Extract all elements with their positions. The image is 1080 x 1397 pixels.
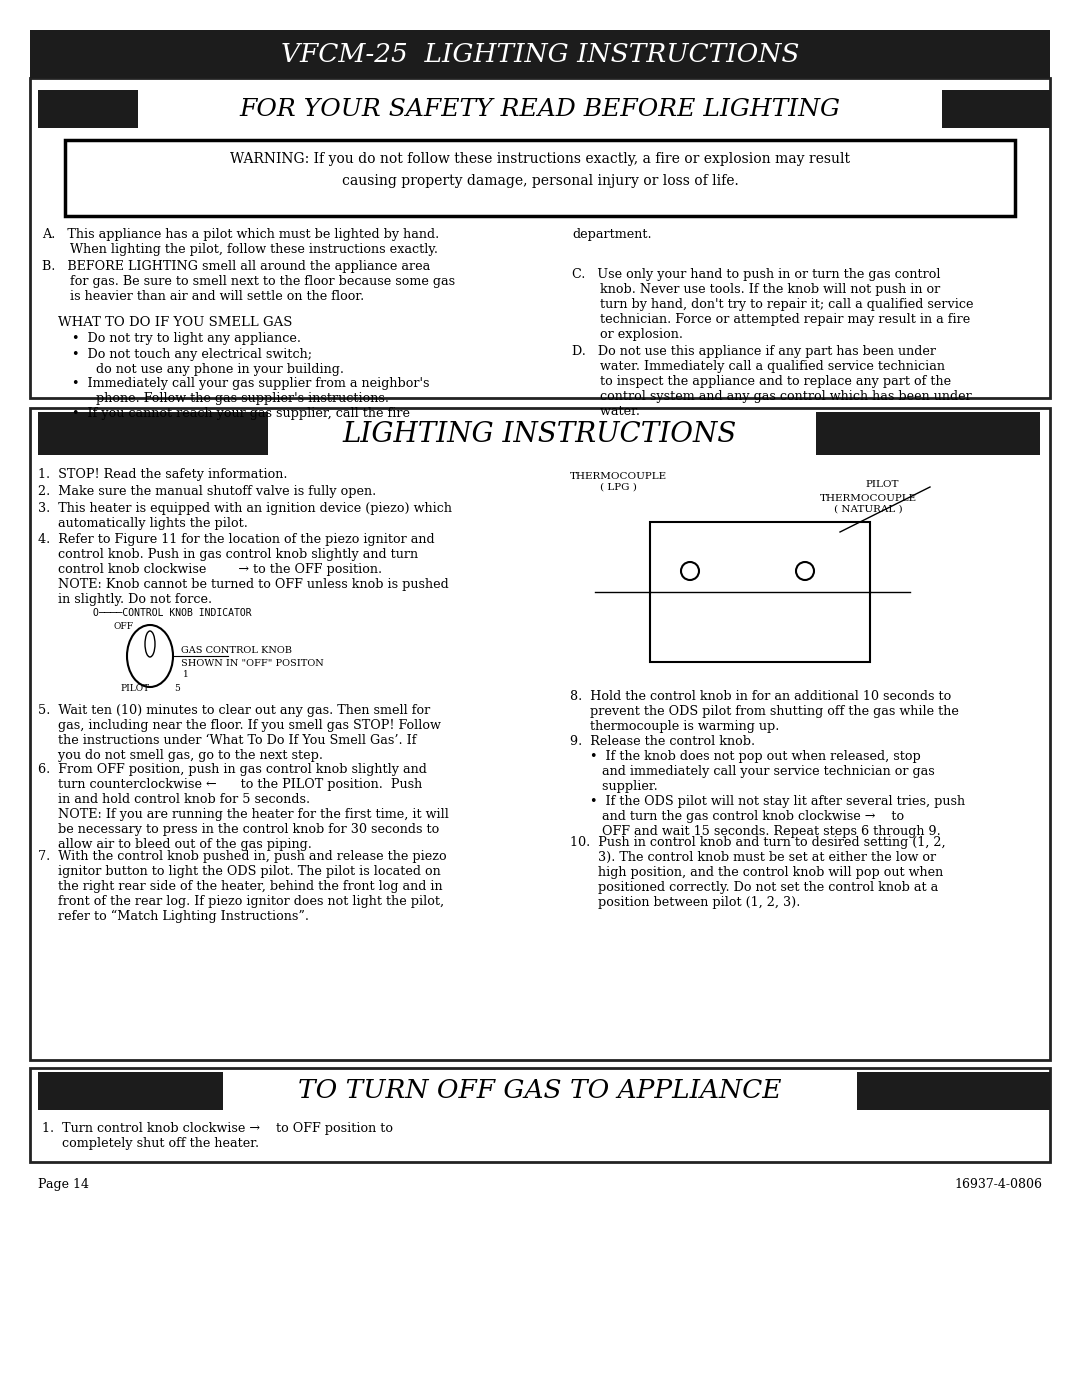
Text: 5: 5 <box>174 685 180 693</box>
Text: Page 14: Page 14 <box>38 1178 89 1192</box>
Bar <box>30 408 1050 1060</box>
Text: WARNING: If you do not follow these instructions exactly, a fire or explosion ma: WARNING: If you do not follow these inst… <box>230 152 850 166</box>
Bar <box>65 140 1015 217</box>
Bar <box>30 78 1050 398</box>
Text: 4.  Refer to Figure 11 for the location of the piezo ignitor and
     control kn: 4. Refer to Figure 11 for the location o… <box>38 534 449 606</box>
Text: O────CONTROL KNOB INDICATOR: O────CONTROL KNOB INDICATOR <box>93 608 252 617</box>
Bar <box>38 412 268 455</box>
Bar <box>942 89 1050 129</box>
Text: LIGHTING INSTRUCTIONS: LIGHTING INSTRUCTIONS <box>342 420 738 447</box>
Text: THERMOCOUPLE
( NATURAL ): THERMOCOUPLE ( NATURAL ) <box>820 495 917 514</box>
Bar <box>650 522 870 662</box>
Text: TO TURN OFF GAS TO APPLIANCE: TO TURN OFF GAS TO APPLIANCE <box>298 1078 782 1104</box>
Text: 1.  Turn control knob clockwise →    to OFF position to
     completely shut off: 1. Turn control knob clockwise → to OFF … <box>42 1122 393 1150</box>
Text: •  If you cannot reach your gas supplier, call the fire: • If you cannot reach your gas supplier,… <box>72 407 410 420</box>
Text: 16937-4-0806: 16937-4-0806 <box>954 1178 1042 1192</box>
Text: department.: department. <box>572 228 651 242</box>
Text: causing property damage, personal injury or loss of life.: causing property damage, personal injury… <box>341 175 739 189</box>
Text: 8.  Hold the control knob in for an additional 10 seconds to
     prevent the OD: 8. Hold the control knob in for an addit… <box>570 690 959 733</box>
Text: B.   BEFORE LIGHTING smell all around the appliance area
       for gas. Be sure: B. BEFORE LIGHTING smell all around the … <box>42 260 455 303</box>
Bar <box>30 29 1050 78</box>
Text: WHAT TO DO IF YOU SMELL GAS: WHAT TO DO IF YOU SMELL GAS <box>58 316 293 330</box>
Text: SHOWN IN "OFF" POSITON: SHOWN IN "OFF" POSITON <box>181 659 324 668</box>
Text: THERMOCOUPLE
( LPG ): THERMOCOUPLE ( LPG ) <box>570 472 667 492</box>
Text: C.   Use only your hand to push in or turn the gas control
       knob. Never us: C. Use only your hand to push in or turn… <box>572 268 973 341</box>
Text: GAS CONTROL KNOB: GAS CONTROL KNOB <box>181 645 292 655</box>
Text: 9.  Release the control knob.
     •  If the knob does not pop out when released: 9. Release the control knob. • If the kn… <box>570 735 966 838</box>
Text: 1.  STOP! Read the safety information.: 1. STOP! Read the safety information. <box>38 468 287 481</box>
Text: FOR YOUR SAFETY READ BEFORE LIGHTING: FOR YOUR SAFETY READ BEFORE LIGHTING <box>240 98 840 120</box>
Text: PILOT: PILOT <box>120 685 149 693</box>
Text: OFF: OFF <box>113 622 133 631</box>
Bar <box>38 89 138 129</box>
Text: D.   Do not use this appliance if any part has been under
       water. Immediat: D. Do not use this appliance if any part… <box>572 345 972 418</box>
Text: •  Immediately call your gas supplier from a neighbor's
      phone. Follow the : • Immediately call your gas supplier fro… <box>72 377 430 405</box>
Text: 3.  This heater is equipped with an ignition device (piezo) which
     automatic: 3. This heater is equipped with an ignit… <box>38 502 453 529</box>
Text: 2.  Make sure the manual shutoff valve is fully open.: 2. Make sure the manual shutoff valve is… <box>38 485 376 497</box>
Text: •  Do not touch any electrical switch;
      do not use any phone in your buildi: • Do not touch any electrical switch; do… <box>72 348 345 376</box>
Text: 7.  With the control knob pushed in, push and release the piezo
     ignitor but: 7. With the control knob pushed in, push… <box>38 849 447 923</box>
Bar <box>30 1067 1050 1162</box>
Text: 1: 1 <box>183 671 189 679</box>
Text: •  Do not try to light any appliance.: • Do not try to light any appliance. <box>72 332 301 345</box>
Bar <box>816 412 1040 455</box>
Text: VFCM-25  LIGHTING INSTRUCTIONS: VFCM-25 LIGHTING INSTRUCTIONS <box>281 42 799 67</box>
Text: 10.  Push in control knob and turn to desired setting (1, 2,
       3). The cont: 10. Push in control knob and turn to des… <box>570 835 946 909</box>
Text: PILOT: PILOT <box>865 481 899 489</box>
Bar <box>858 1071 1050 1111</box>
Text: 6.  From OFF position, push in gas control knob slightly and
     turn countercl: 6. From OFF position, push in gas contro… <box>38 763 449 851</box>
Bar <box>38 1071 222 1111</box>
Text: A.   This appliance has a pilot which must be lighted by hand.
       When light: A. This appliance has a pilot which must… <box>42 228 440 256</box>
Text: 5.  Wait ten (10) minutes to clear out any gas. Then smell for
     gas, includi: 5. Wait ten (10) minutes to clear out an… <box>38 704 441 761</box>
